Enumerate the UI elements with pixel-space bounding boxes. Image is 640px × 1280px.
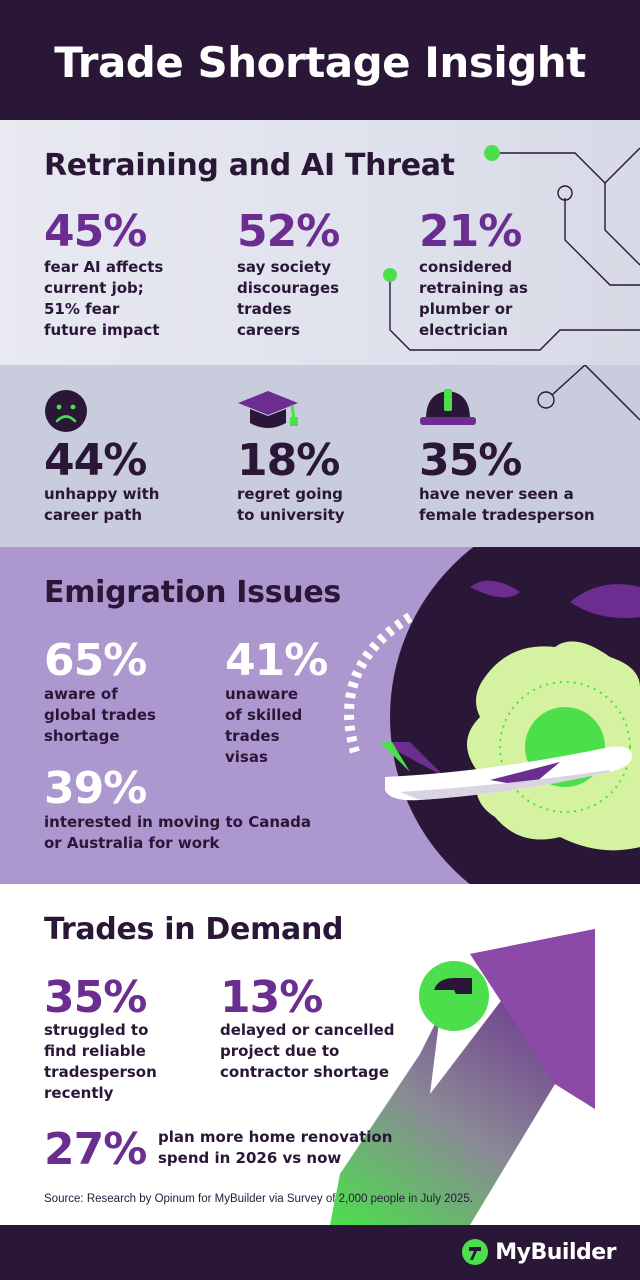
stat-desc: plan more home renovation spend in 2026 v…: [158, 1128, 393, 1167]
stat-value: 18%: [237, 435, 340, 486]
stat-desc: delayed or cancelled project due to contra…: [220, 1021, 395, 1081]
source-note: Source: Research by Opinum for MyBuilder…: [44, 1193, 473, 1205]
growth-arrow-illustration: [330, 929, 595, 1225]
header: Trade Shortage Insight: [0, 0, 640, 120]
footer: MyBuilder: [0, 1225, 640, 1280]
demand-section: Trades in Demand 35% struggled to find re…: [0, 884, 640, 1225]
stat-value: 13%: [220, 972, 323, 1023]
stat-value: 39%: [44, 763, 147, 814]
stat-desc: say society discourages trades careers: [237, 258, 340, 339]
stat-desc: aware of global trades shortage: [44, 685, 156, 745]
circuit-lines-decoration: [537, 365, 640, 421]
stat-desc: struggled to find reliable tradesperson rec…: [44, 1021, 157, 1102]
page-title: Trade Shortage Insight: [54, 38, 586, 87]
stat-value: 27%: [44, 1124, 147, 1175]
circuit-lines-decoration: [383, 145, 640, 351]
demand-heading: Trades in Demand: [44, 912, 344, 947]
stat-value: 45%: [44, 206, 147, 257]
stat-value: 21%: [419, 206, 522, 257]
mybuilder-logo-icon: [462, 1239, 489, 1265]
hammer-icon: [419, 961, 489, 1031]
graduation-cap-icon: [238, 391, 298, 428]
stat-value: 44%: [44, 435, 147, 486]
sad-face-icon: [45, 390, 87, 432]
stat-desc: have never seen a female tradesperson: [419, 485, 595, 524]
stat-desc: considered retraining as plumber or electri…: [419, 258, 528, 339]
retraining-heading: Retraining and AI Threat: [44, 148, 455, 183]
stat-value: 65%: [44, 635, 147, 686]
brand-name: MyBuilder: [495, 1239, 616, 1265]
career-section: 44% unhappy with career path 18% regret g…: [0, 365, 640, 547]
airplane-icon: [380, 742, 632, 801]
stat-value: 41%: [225, 635, 328, 686]
emigration-section: Emigration Issues 65% aware of global tra…: [0, 547, 640, 884]
globe-illustration: [344, 547, 640, 884]
hard-hat-icon: [420, 389, 476, 425]
stat-desc: interested in moving to Canada or Austral…: [44, 813, 311, 852]
stat-desc: unaware of skilled trades visas: [225, 685, 303, 766]
stat-value: 52%: [237, 206, 340, 257]
stat-desc: unhappy with career path: [44, 485, 160, 524]
retraining-section: Retraining and AI Threat 45% fear AI aff…: [0, 120, 640, 365]
stat-desc: regret going to university: [237, 485, 345, 524]
stat-value: 35%: [44, 972, 147, 1023]
brand-logo[interactable]: MyBuilder: [461, 1237, 616, 1267]
stat-value: 35%: [419, 435, 522, 486]
stat-desc: fear AI affects current job; 51% fear futur…: [44, 258, 164, 339]
emigration-heading: Emigration Issues: [44, 575, 341, 610]
